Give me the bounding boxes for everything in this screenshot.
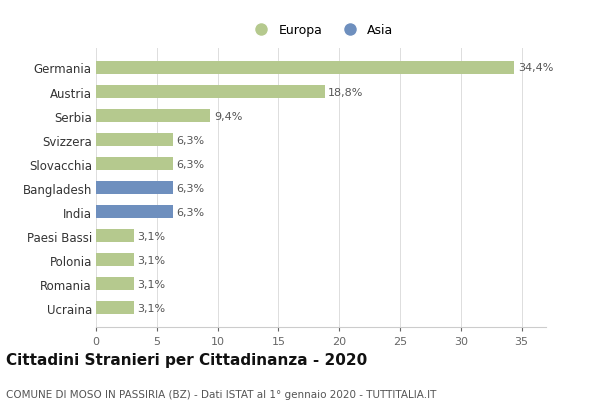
Bar xyxy=(96,62,514,75)
Text: 6,3%: 6,3% xyxy=(176,183,205,193)
Bar xyxy=(96,229,134,243)
Bar xyxy=(96,301,134,315)
Text: 3,1%: 3,1% xyxy=(137,255,166,265)
Bar xyxy=(96,134,173,147)
Text: 6,3%: 6,3% xyxy=(176,207,205,217)
Text: 6,3%: 6,3% xyxy=(176,159,205,169)
Text: 9,4%: 9,4% xyxy=(214,111,242,121)
Bar xyxy=(96,157,173,171)
Bar xyxy=(96,110,211,123)
Legend: Europa, Asia: Europa, Asia xyxy=(244,19,398,42)
Bar xyxy=(96,205,173,219)
Text: 3,1%: 3,1% xyxy=(137,231,166,241)
Bar xyxy=(96,254,134,267)
Text: 3,1%: 3,1% xyxy=(137,279,166,289)
Text: 3,1%: 3,1% xyxy=(137,303,166,313)
Text: Cittadini Stranieri per Cittadinanza - 2020: Cittadini Stranieri per Cittadinanza - 2… xyxy=(6,352,367,367)
Text: 34,4%: 34,4% xyxy=(518,63,553,73)
Bar xyxy=(96,182,173,195)
Text: 18,8%: 18,8% xyxy=(328,87,364,97)
Text: 6,3%: 6,3% xyxy=(176,135,205,145)
Bar xyxy=(96,277,134,290)
Text: COMUNE DI MOSO IN PASSIRIA (BZ) - Dati ISTAT al 1° gennaio 2020 - TUTTITALIA.IT: COMUNE DI MOSO IN PASSIRIA (BZ) - Dati I… xyxy=(6,389,436,399)
Bar xyxy=(96,86,325,99)
